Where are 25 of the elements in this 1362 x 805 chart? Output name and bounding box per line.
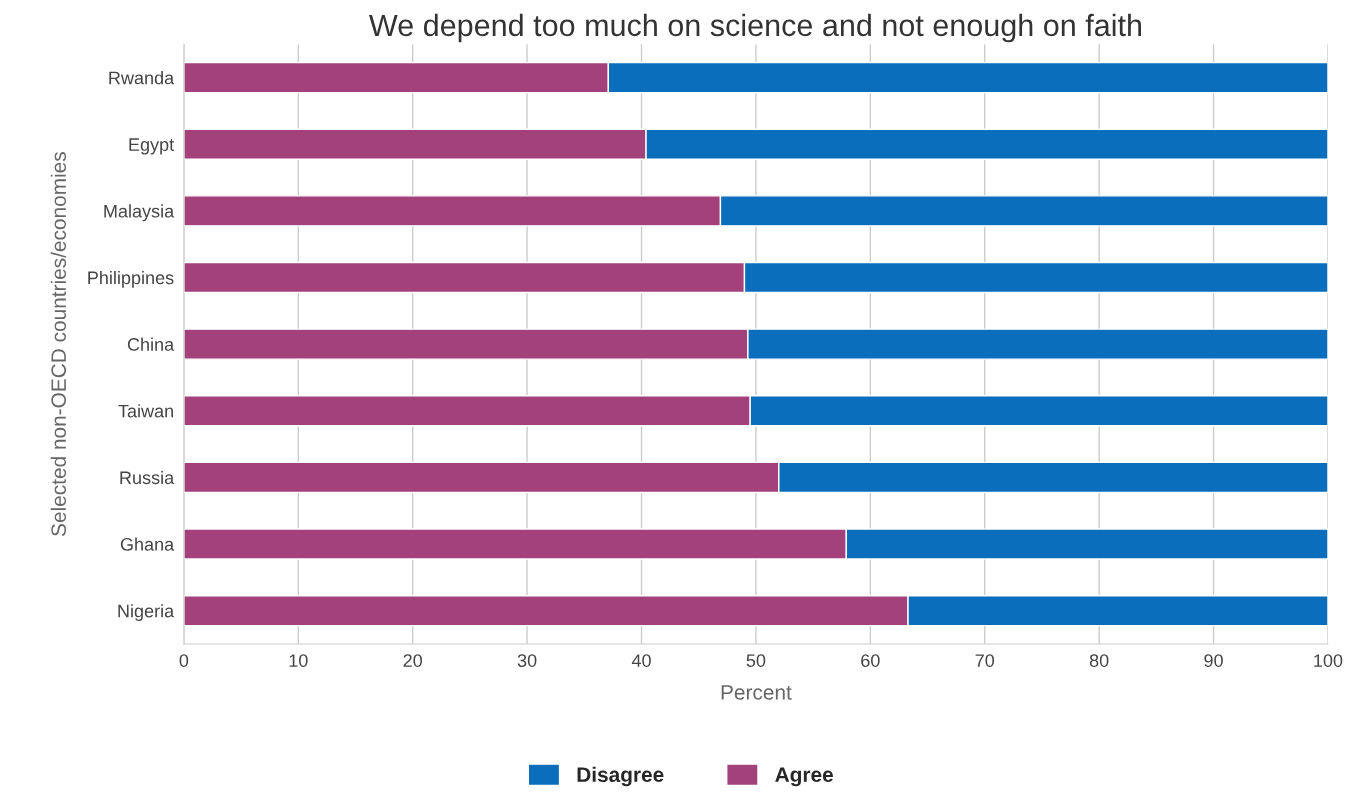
chart-title: We depend too much on science and not enough on faith [369, 13, 1142, 43]
x-tick-label: 10 [289, 654, 308, 667]
x-tick-label: 40 [631, 654, 651, 667]
x-axis-title: Percent [721, 685, 792, 700]
y-tick-label: Russia [120, 470, 175, 485]
y-axis-title: Selected non-OECD countries/economies [50, 152, 67, 536]
legend-label: Agree [775, 767, 833, 787]
y-tick-label: Ghana [120, 537, 175, 551]
y-tick-label: Egypt [129, 138, 175, 155]
x-tick-label: 50 [746, 654, 766, 667]
y-tick-label: Nigeria [118, 604, 175, 621]
x-tick-label: 90 [1204, 654, 1223, 667]
x-tick-label: 0 [179, 654, 189, 667]
y-tick-label: Taiwan [118, 404, 173, 418]
x-tick-label: 70 [975, 654, 995, 667]
y-tick-label: China [127, 337, 175, 351]
y-tick-label: Rwanda [109, 71, 175, 85]
x-tick-label: 100 [1314, 654, 1343, 667]
x-tick-label: 20 [403, 654, 423, 667]
x-tick-label: 60 [861, 654, 880, 667]
y-tick-label: Malaysia [104, 204, 175, 222]
legend-label: Disagree [577, 766, 664, 787]
y-tick-label: Philippines [88, 270, 174, 288]
x-tick-label: 30 [517, 654, 537, 667]
x-tick-label: 80 [1089, 654, 1109, 667]
